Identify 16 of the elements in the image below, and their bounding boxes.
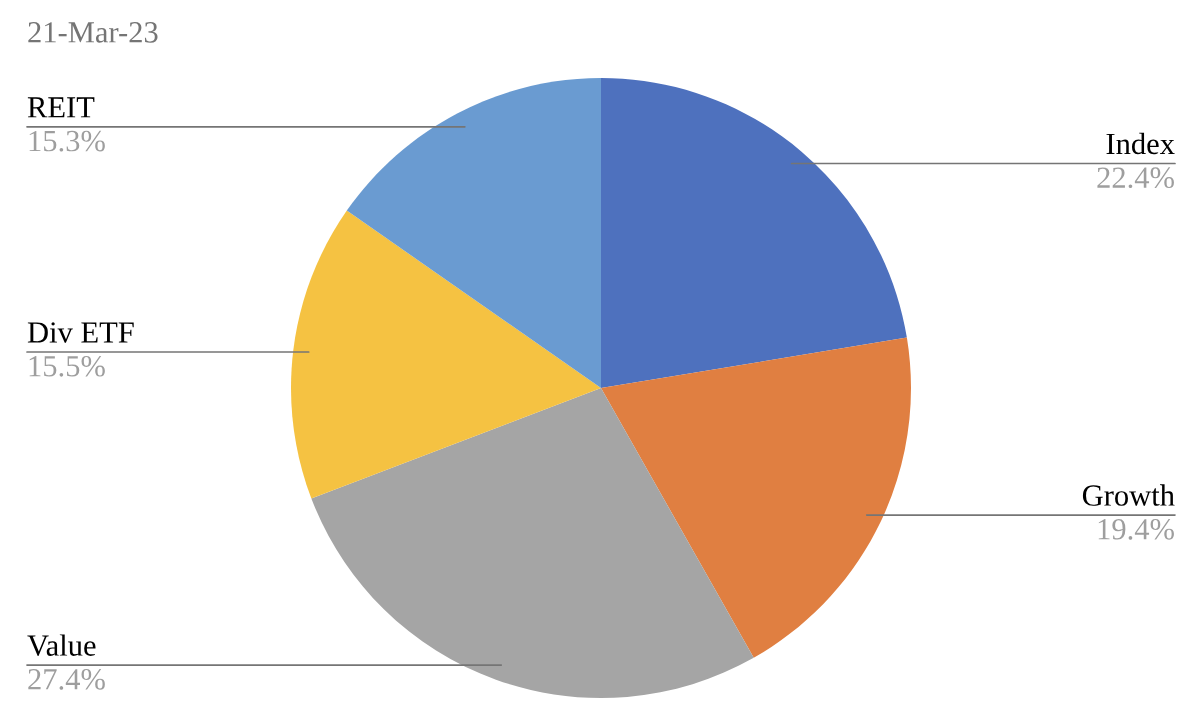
pie-slice — [601, 337, 911, 658]
slice-label: Growth — [1082, 484, 1175, 506]
data-label: 15.5% — [29, 355, 105, 377]
data-label: 19.4% — [1098, 518, 1174, 540]
data-label: 15.3% — [29, 130, 105, 152]
pie-slice — [346, 78, 601, 388]
pie-slice — [311, 388, 754, 698]
data-label: 27.4% — [28, 668, 105, 690]
slice-label: Value — [27, 634, 96, 657]
slice-label: Index — [1106, 132, 1175, 155]
chart-title: 21-Mar-23 — [28, 22, 158, 43]
slice-label: Div ETF — [27, 322, 134, 343]
pie-slice — [291, 210, 601, 499]
slice-label: REIT — [27, 97, 95, 118]
pie-slice — [601, 78, 907, 388]
data-label: 22.4% — [1097, 167, 1174, 189]
